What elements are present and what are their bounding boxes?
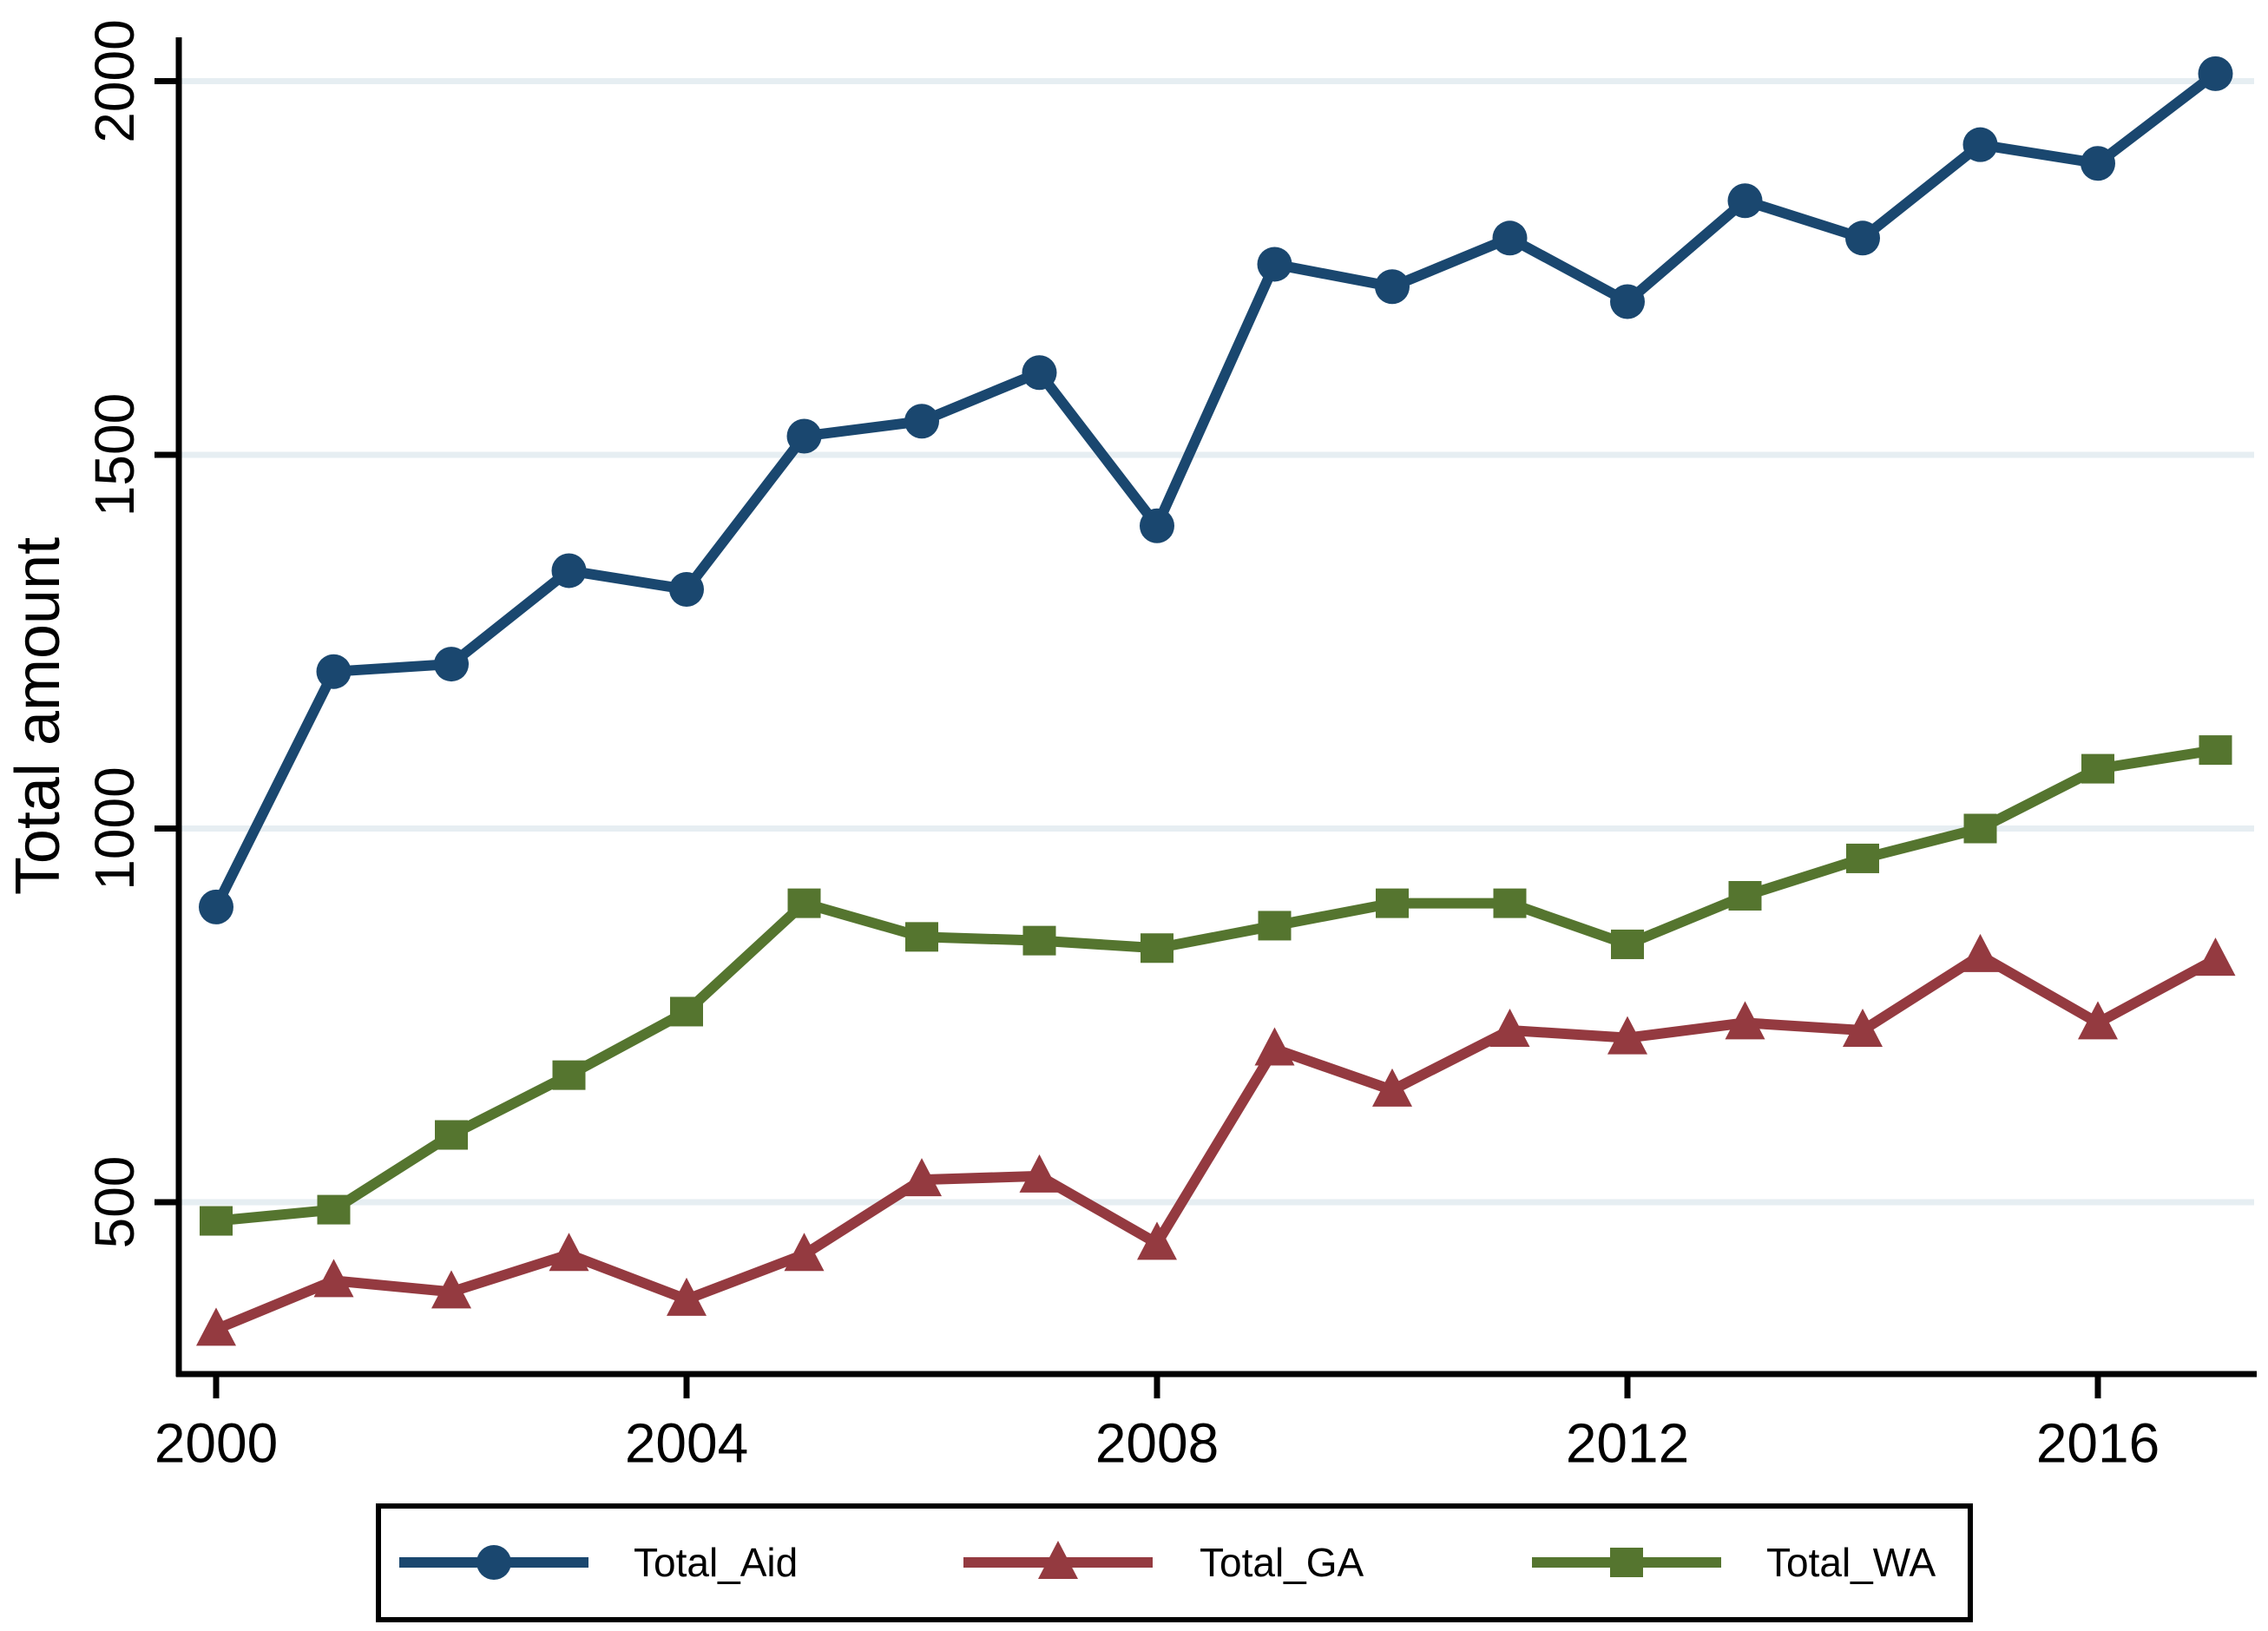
series-point-Total_WA-2011 <box>1493 888 1527 918</box>
series-point-Total_GA-2011 <box>1489 1008 1530 1047</box>
x-tick-label-2004: 2004 <box>625 1411 748 1474</box>
series-point-Total_GA-2001 <box>313 1259 354 1298</box>
series-line-Total_GA <box>211 950 2221 1335</box>
series-line-Total_WA <box>211 745 2221 1227</box>
data-series <box>196 56 2236 1346</box>
series-point-Total_WA-2003 <box>552 1060 586 1090</box>
legend: Total_Aid Total_GA Total_WA <box>399 1540 1936 1585</box>
series-point-Total_Aid-2004 <box>669 571 704 607</box>
series-point-Total_WA-2014 <box>1846 843 1879 873</box>
legend-entry-Total_WA: Total_WA <box>1532 1540 1936 1585</box>
series-point-Total_GA-2017 <box>2195 937 2236 977</box>
series-point-Total_Aid-2007 <box>1022 355 1057 391</box>
series-point-Total_Aid-2000 <box>199 889 233 924</box>
series-point-Total_Aid-2006 <box>904 404 939 439</box>
series-point-Total_GA-2003 <box>549 1233 589 1272</box>
y-tick-label-1000: 1000 <box>83 766 146 890</box>
series-point-Total_Aid-2013 <box>1727 183 1763 219</box>
series-point-Total_GA-2007 <box>1019 1154 1060 1193</box>
y-axis-title: Total amount <box>3 537 73 895</box>
series-point-Total_WA-2004 <box>670 996 703 1027</box>
series-point-Total_GA-2002 <box>431 1270 471 1309</box>
series-point-Total_GA-2000 <box>196 1307 236 1346</box>
x-tick-label-2008: 2008 <box>1095 1411 1219 1474</box>
legend-box <box>376 1503 1973 1622</box>
series-point-Total_WA-2002 <box>435 1120 468 1150</box>
y-tick-label-500: 500 <box>83 1156 146 1249</box>
series-point-Total_GA-2005 <box>784 1233 825 1272</box>
gridlines <box>179 78 2254 1206</box>
x-tick-label-2000: 2000 <box>154 1411 278 1474</box>
series-point-Total_Aid-2001 <box>316 654 352 689</box>
legend-marker-Total_Aid <box>477 1545 511 1580</box>
legend-entry-Total_GA: Total_GA <box>963 1540 1364 1585</box>
series-point-Total_WA-2017 <box>2199 735 2232 766</box>
series-point-Total_Aid-2003 <box>551 553 587 589</box>
series-point-Total_GA-2014 <box>1843 1008 1883 1047</box>
legend-marker-Total_GA <box>1038 1541 1078 1579</box>
series-point-Total_Aid-2017 <box>2198 56 2233 91</box>
series-point-Total_WA-2016 <box>2081 753 2114 784</box>
y-tick-label-1500: 1500 <box>83 393 146 516</box>
series-point-Total_WA-2012 <box>1611 929 1644 959</box>
x-tick-label-2016: 2016 <box>2036 1411 2160 1474</box>
series-point-Total_Aid-2009 <box>1257 247 1292 282</box>
series-point-Total_WA-2015 <box>1963 813 1997 844</box>
series-point-Total_Aid-2008 <box>1140 508 1174 543</box>
series-point-Total_GA-2009 <box>1254 1027 1295 1066</box>
series-point-Total_GA-2015 <box>1960 933 2001 972</box>
series-point-Total_WA-2013 <box>1728 880 1762 911</box>
series-point-Total_Aid-2002 <box>434 647 469 682</box>
series-point-Total_WA-2006 <box>905 922 938 952</box>
series-point-Total_Aid-2010 <box>1375 269 1410 305</box>
legend-entry-Total_Aid: Total_Aid <box>399 1540 798 1585</box>
axis-ticks: 500 1000 1500 2000 2000 2004 2008 2012 2016 <box>83 19 2160 1474</box>
series-point-Total_GA-2012 <box>1607 1016 1647 1055</box>
series-point-Total_WA-2009 <box>1258 911 1292 941</box>
series-point-Total_WA-2008 <box>1141 933 1173 963</box>
legend-label-Total_Aid: Total_Aid <box>634 1540 798 1585</box>
series-point-Total_Aid-2005 <box>786 418 822 454</box>
series-point-Total_GA-2008 <box>1137 1221 1177 1260</box>
series-point-Total_WA-2000 <box>200 1206 233 1236</box>
legend-label-Total_GA: Total_GA <box>1200 1540 1364 1585</box>
series-point-Total_Aid-2015 <box>1962 127 1998 162</box>
series-point-Total_GA-2006 <box>902 1158 942 1197</box>
series-point-Total_Aid-2016 <box>2081 146 2115 181</box>
series-point-Total_GA-2004 <box>667 1277 707 1316</box>
legend-label-Total_WA: Total_WA <box>1766 1540 1936 1585</box>
y-tick-label-2000: 2000 <box>83 19 146 142</box>
series-point-Total_Aid-2011 <box>1492 220 1528 256</box>
series-point-Total_WA-2007 <box>1022 925 1056 956</box>
x-tick-label-2012: 2012 <box>1566 1411 1689 1474</box>
series-line-Total_Aid <box>211 68 2221 912</box>
series-point-Total_GA-2013 <box>1725 1001 1765 1040</box>
series-point-Total_Aid-2012 <box>1610 284 1645 319</box>
series-point-Total_WA-2010 <box>1376 888 1409 918</box>
legend-marker-Total_WA <box>1610 1548 1643 1577</box>
series-point-Total_WA-2001 <box>317 1194 351 1225</box>
series-point-Total_Aid-2014 <box>1845 220 1880 256</box>
series-point-Total_GA-2010 <box>1372 1068 1412 1107</box>
series-point-Total_GA-2016 <box>2078 1001 2118 1040</box>
series-point-Total_WA-2005 <box>787 888 821 918</box>
